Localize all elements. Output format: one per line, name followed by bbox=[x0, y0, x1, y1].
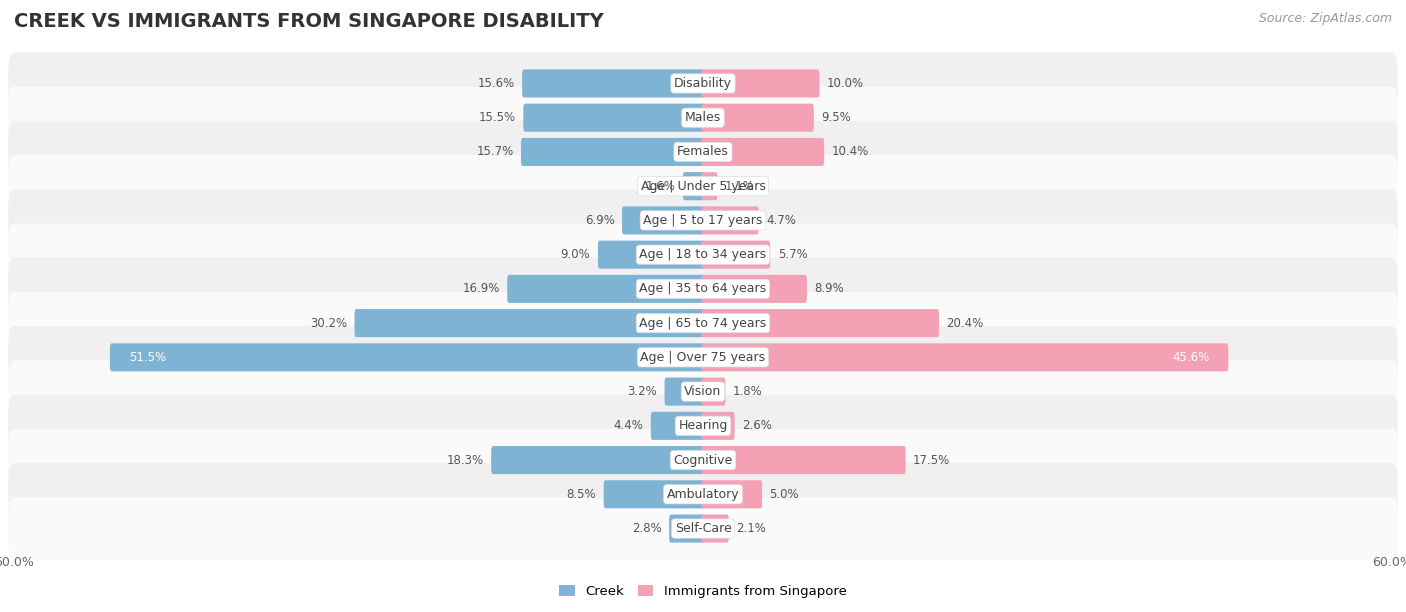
Text: Vision: Vision bbox=[685, 385, 721, 398]
Text: Cognitive: Cognitive bbox=[673, 453, 733, 466]
FancyBboxPatch shape bbox=[508, 275, 704, 303]
Text: Age | 18 to 34 years: Age | 18 to 34 years bbox=[640, 248, 766, 261]
Legend: Creek, Immigrants from Singapore: Creek, Immigrants from Singapore bbox=[554, 580, 852, 603]
Text: Self-Care: Self-Care bbox=[675, 522, 731, 535]
FancyBboxPatch shape bbox=[702, 103, 814, 132]
FancyBboxPatch shape bbox=[702, 206, 759, 234]
FancyBboxPatch shape bbox=[8, 498, 1398, 560]
Text: 15.5%: 15.5% bbox=[478, 111, 516, 124]
FancyBboxPatch shape bbox=[8, 360, 1398, 423]
Text: Disability: Disability bbox=[673, 77, 733, 90]
Text: 4.4%: 4.4% bbox=[613, 419, 644, 432]
Text: 2.6%: 2.6% bbox=[742, 419, 772, 432]
FancyBboxPatch shape bbox=[702, 412, 734, 440]
Text: 8.5%: 8.5% bbox=[567, 488, 596, 501]
Text: 5.0%: 5.0% bbox=[769, 488, 799, 501]
Text: 4.7%: 4.7% bbox=[766, 214, 796, 227]
Text: 15.7%: 15.7% bbox=[477, 146, 513, 159]
FancyBboxPatch shape bbox=[702, 343, 1229, 371]
FancyBboxPatch shape bbox=[702, 172, 717, 200]
FancyBboxPatch shape bbox=[702, 69, 820, 97]
Text: Ambulatory: Ambulatory bbox=[666, 488, 740, 501]
Text: 1.8%: 1.8% bbox=[733, 385, 762, 398]
FancyBboxPatch shape bbox=[110, 343, 704, 371]
Text: 16.9%: 16.9% bbox=[463, 282, 499, 296]
Text: Hearing: Hearing bbox=[678, 419, 728, 432]
FancyBboxPatch shape bbox=[702, 378, 725, 406]
FancyBboxPatch shape bbox=[8, 292, 1398, 354]
Text: 20.4%: 20.4% bbox=[946, 316, 984, 330]
Text: Females: Females bbox=[678, 146, 728, 159]
FancyBboxPatch shape bbox=[621, 206, 704, 234]
FancyBboxPatch shape bbox=[8, 52, 1398, 114]
FancyBboxPatch shape bbox=[523, 103, 704, 132]
Text: 45.6%: 45.6% bbox=[1173, 351, 1209, 364]
Text: 51.5%: 51.5% bbox=[129, 351, 166, 364]
Text: CREEK VS IMMIGRANTS FROM SINGAPORE DISABILITY: CREEK VS IMMIGRANTS FROM SINGAPORE DISAB… bbox=[14, 12, 603, 31]
Text: 2.8%: 2.8% bbox=[631, 522, 662, 535]
FancyBboxPatch shape bbox=[8, 326, 1398, 389]
FancyBboxPatch shape bbox=[702, 446, 905, 474]
Text: 5.7%: 5.7% bbox=[778, 248, 807, 261]
FancyBboxPatch shape bbox=[522, 138, 704, 166]
Text: 17.5%: 17.5% bbox=[912, 453, 950, 466]
FancyBboxPatch shape bbox=[598, 241, 704, 269]
Text: 30.2%: 30.2% bbox=[309, 316, 347, 330]
FancyBboxPatch shape bbox=[665, 378, 704, 406]
Text: Source: ZipAtlas.com: Source: ZipAtlas.com bbox=[1258, 12, 1392, 25]
FancyBboxPatch shape bbox=[8, 463, 1398, 526]
FancyBboxPatch shape bbox=[669, 515, 704, 543]
Text: Males: Males bbox=[685, 111, 721, 124]
FancyBboxPatch shape bbox=[702, 241, 770, 269]
FancyBboxPatch shape bbox=[702, 480, 762, 509]
FancyBboxPatch shape bbox=[8, 395, 1398, 457]
Text: 8.9%: 8.9% bbox=[814, 282, 844, 296]
FancyBboxPatch shape bbox=[702, 515, 728, 543]
FancyBboxPatch shape bbox=[702, 275, 807, 303]
Text: Age | Under 5 years: Age | Under 5 years bbox=[641, 180, 765, 193]
FancyBboxPatch shape bbox=[8, 155, 1398, 217]
Text: Age | Over 75 years: Age | Over 75 years bbox=[641, 351, 765, 364]
FancyBboxPatch shape bbox=[702, 309, 939, 337]
Text: 10.4%: 10.4% bbox=[831, 146, 869, 159]
FancyBboxPatch shape bbox=[603, 480, 704, 509]
Text: Age | 35 to 64 years: Age | 35 to 64 years bbox=[640, 282, 766, 296]
FancyBboxPatch shape bbox=[522, 69, 704, 97]
FancyBboxPatch shape bbox=[8, 121, 1398, 183]
Text: 9.0%: 9.0% bbox=[561, 248, 591, 261]
FancyBboxPatch shape bbox=[354, 309, 704, 337]
Text: Age | 65 to 74 years: Age | 65 to 74 years bbox=[640, 316, 766, 330]
FancyBboxPatch shape bbox=[8, 223, 1398, 286]
Text: 9.5%: 9.5% bbox=[821, 111, 851, 124]
Text: Age | 5 to 17 years: Age | 5 to 17 years bbox=[644, 214, 762, 227]
Text: 2.1%: 2.1% bbox=[737, 522, 766, 535]
Text: 3.2%: 3.2% bbox=[627, 385, 657, 398]
FancyBboxPatch shape bbox=[8, 86, 1398, 149]
FancyBboxPatch shape bbox=[651, 412, 704, 440]
FancyBboxPatch shape bbox=[683, 172, 704, 200]
Text: 15.6%: 15.6% bbox=[478, 77, 515, 90]
FancyBboxPatch shape bbox=[8, 429, 1398, 491]
FancyBboxPatch shape bbox=[8, 258, 1398, 320]
Text: 1.6%: 1.6% bbox=[645, 180, 675, 193]
Text: 10.0%: 10.0% bbox=[827, 77, 865, 90]
Text: 18.3%: 18.3% bbox=[447, 453, 484, 466]
FancyBboxPatch shape bbox=[702, 138, 824, 166]
FancyBboxPatch shape bbox=[8, 189, 1398, 252]
Text: 1.1%: 1.1% bbox=[725, 180, 755, 193]
Text: 6.9%: 6.9% bbox=[585, 214, 614, 227]
FancyBboxPatch shape bbox=[491, 446, 704, 474]
